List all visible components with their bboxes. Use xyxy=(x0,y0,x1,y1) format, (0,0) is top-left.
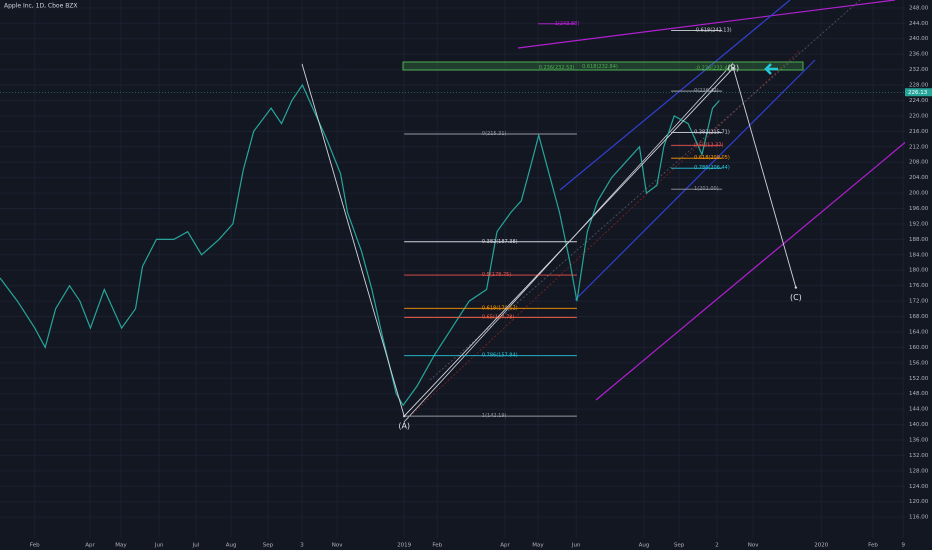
x-tick-label: Sep xyxy=(674,543,685,549)
fib-label: 0(215.31) xyxy=(482,131,507,137)
y-tick-label: 180.00 xyxy=(909,268,929,274)
y-tick-label: 204.00 xyxy=(909,175,929,181)
y-tick-label: 148.00 xyxy=(909,391,929,397)
fib-label: 0.5(178.75) xyxy=(482,272,511,278)
y-tick-label: 196.00 xyxy=(909,206,929,212)
wave-point xyxy=(732,66,735,70)
y-tick-label: 156.00 xyxy=(909,360,929,366)
x-tick-label: May xyxy=(532,543,544,549)
y-tick-label: 176.00 xyxy=(909,283,929,289)
x-tick-label: Feb xyxy=(30,543,40,549)
y-tick-label: 192.00 xyxy=(909,221,929,227)
y-tick-label: 208.00 xyxy=(909,160,929,166)
fib-label: -0.618(242.13) xyxy=(694,28,732,34)
y-tick-label: 120.00 xyxy=(909,499,929,505)
y-tick-label: 212.00 xyxy=(909,144,929,150)
channel-line xyxy=(403,49,801,423)
arrow-icon xyxy=(764,63,778,75)
x-tick-label: Aug xyxy=(226,543,237,549)
x-tick-label: Sep xyxy=(263,543,274,549)
plot: 0(215.31) 0.382(187.38) 0.5(178.75) 0.618(1… xyxy=(0,21,905,431)
x-tick-label: 3 xyxy=(300,543,304,549)
chart-title: Apple Inc, 1D, Cboe BZX xyxy=(4,3,78,10)
y-tick-label: 216.00 xyxy=(909,129,929,135)
box-label: 0.236(232.53) xyxy=(539,65,575,71)
x-tick-label: Nov xyxy=(748,543,759,549)
x-tick-label: 2019 xyxy=(397,543,411,549)
fib-label: 0.786(157.84) xyxy=(482,353,518,359)
y-tick-label: 232.00 xyxy=(909,67,929,73)
target-box xyxy=(402,61,804,71)
fib-label: 0.5(212.37) xyxy=(694,142,723,148)
y-tick-label: 236.00 xyxy=(909,52,929,58)
wave-path xyxy=(301,63,797,417)
y-tick-label: 164.00 xyxy=(909,329,929,335)
wave-label: (A) xyxy=(398,422,410,431)
x-tick-label: 2 xyxy=(715,543,719,549)
y-tick-label: 128.00 xyxy=(909,468,929,474)
x-tick-label: Jun xyxy=(571,543,581,549)
box-label: 0.618(232.84) xyxy=(582,64,618,70)
fib-label: 0(226.42) xyxy=(694,88,719,94)
y-tick-label: 228.00 xyxy=(909,83,929,89)
fib-label: 0.65(167.78) xyxy=(482,314,515,320)
channels xyxy=(402,0,932,423)
y-tick-label: 160.00 xyxy=(909,345,929,351)
y-tick-label: 220.00 xyxy=(909,113,929,119)
y-tick-label: 144.00 xyxy=(909,407,929,413)
x-tick-label: Nov xyxy=(332,543,343,549)
channel-line xyxy=(595,119,932,401)
wave-point xyxy=(794,286,798,289)
y-tick-label: 200.00 xyxy=(909,191,929,197)
y-tick-label: 136.00 xyxy=(909,437,929,443)
y-tick-label: 168.00 xyxy=(909,314,929,320)
y-tick-label: 188.00 xyxy=(909,237,929,243)
channel-line xyxy=(574,59,816,301)
grid xyxy=(0,0,905,538)
wave-point xyxy=(402,414,406,418)
fib-label: 1(142.19) xyxy=(482,413,507,419)
fib-label: 0.786(206.44) xyxy=(694,165,730,171)
wave-label: (B) xyxy=(727,64,739,73)
y-tick-label: 132.00 xyxy=(909,453,929,459)
fib-label: 0.382(187.38) xyxy=(482,239,518,245)
x-tick-label: Feb xyxy=(868,543,878,549)
fib-label: 0.618(170.12) xyxy=(482,305,518,311)
axes: 116.00 120.00 124.00 128.00 132.00 136.00 140.… xyxy=(30,5,932,549)
y-tick-label: 244.00 xyxy=(909,21,929,27)
x-tick-label: 2020 xyxy=(814,543,828,549)
x-tick-label: Aug xyxy=(639,543,650,549)
x-tick-label: Apr xyxy=(500,543,510,549)
x-tick-label: Apr xyxy=(85,543,95,549)
y-tick-label: 248.00 xyxy=(909,5,929,11)
fib-label: 1(243.88) xyxy=(555,21,580,27)
fib-label: 0.382(215.71) xyxy=(694,129,730,135)
y-tick-label: 240.00 xyxy=(909,36,929,42)
wave-label: (C) xyxy=(790,293,802,302)
price-line xyxy=(0,83,720,407)
y-tick-label: 140.00 xyxy=(909,422,929,428)
fib-label: 0.618(209.05) xyxy=(694,155,730,161)
x-tick-label: Feb xyxy=(432,543,442,549)
y-tick-label: 172.00 xyxy=(909,299,929,305)
box-label: -0.236(232.43) xyxy=(695,65,733,71)
x-tick-label: Jun xyxy=(154,543,164,549)
x-tick-label: 9 xyxy=(902,543,906,549)
channel-line xyxy=(517,0,896,49)
x-tick-label: Jul xyxy=(192,543,200,549)
y-tick-label: 124.00 xyxy=(909,484,929,490)
last-price-label: 226.13 xyxy=(908,90,928,96)
y-tick-label: 224.00 xyxy=(909,98,929,104)
y-tick-label: 152.00 xyxy=(909,376,929,382)
x-tick-label: May xyxy=(115,543,127,549)
y-tick-label: 184.00 xyxy=(909,252,929,258)
last-price-box xyxy=(905,88,932,97)
y-tick-label: 116.00 xyxy=(909,515,929,521)
fib-label: 1(201.00) xyxy=(694,186,719,192)
channel-line xyxy=(559,0,791,191)
